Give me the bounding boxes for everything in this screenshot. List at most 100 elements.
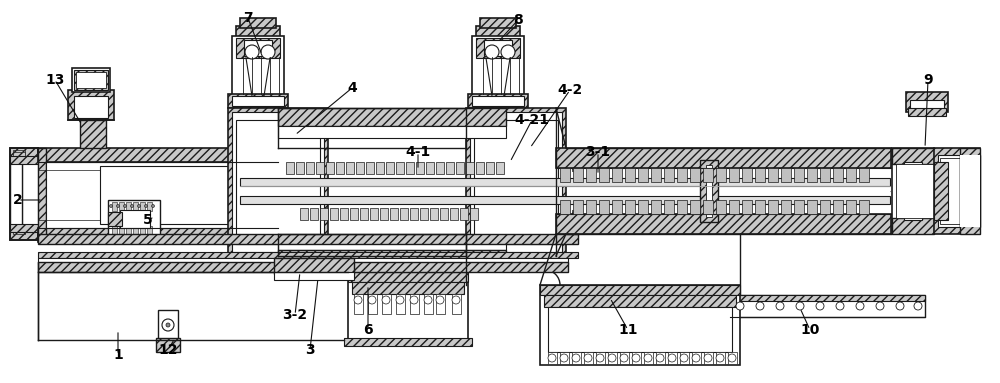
Bar (10, 156, 38, 164)
Bar (370, 208, 378, 220)
Bar (340, 208, 348, 220)
Bar (430, 208, 438, 220)
Bar (700, 160, 718, 222)
Bar (742, 200, 752, 214)
Bar (716, 352, 725, 364)
Bar (380, 208, 388, 220)
Bar (960, 148, 980, 234)
Text: 4: 4 (347, 81, 357, 95)
Bar (158, 310, 178, 340)
Bar (572, 352, 581, 364)
Bar (730, 295, 925, 317)
Bar (274, 258, 354, 274)
Bar (540, 285, 740, 295)
Bar (846, 168, 856, 182)
Bar (420, 208, 428, 220)
Text: 3-2: 3-2 (282, 308, 308, 322)
Bar (599, 200, 609, 214)
Bar (846, 200, 856, 214)
Circle shape (816, 302, 824, 310)
Bar (400, 208, 408, 220)
Bar (436, 162, 444, 174)
Bar (72, 68, 110, 92)
Text: 1: 1 (113, 348, 123, 362)
Bar (112, 202, 117, 211)
Bar (396, 162, 404, 174)
Bar (644, 352, 653, 364)
Bar (38, 228, 278, 242)
Bar (232, 96, 284, 106)
Circle shape (436, 296, 444, 304)
Text: 10: 10 (800, 323, 820, 337)
Bar (76, 72, 106, 88)
Circle shape (382, 296, 390, 304)
Bar (573, 168, 583, 182)
Bar (336, 162, 344, 174)
Bar (450, 208, 458, 220)
Circle shape (756, 302, 764, 310)
Bar (348, 272, 468, 340)
Text: 13: 13 (45, 73, 65, 87)
Bar (382, 294, 391, 314)
Bar (664, 200, 674, 214)
Circle shape (914, 302, 922, 310)
Bar (147, 202, 152, 211)
Bar (10, 160, 22, 228)
Bar (692, 352, 701, 364)
Bar (892, 148, 934, 234)
Bar (300, 208, 308, 220)
Bar (390, 208, 398, 220)
Bar (424, 294, 433, 314)
Bar (426, 162, 434, 174)
Bar (244, 40, 272, 56)
Bar (119, 202, 124, 211)
Bar (656, 352, 665, 364)
Bar (677, 200, 687, 214)
Bar (677, 168, 687, 182)
Bar (46, 162, 278, 228)
Bar (904, 162, 922, 220)
Bar (794, 168, 804, 182)
Circle shape (692, 354, 700, 362)
Bar (38, 258, 568, 264)
Bar (416, 162, 424, 174)
Circle shape (584, 354, 592, 362)
Bar (664, 168, 674, 182)
Circle shape (608, 354, 616, 362)
Bar (344, 338, 472, 346)
Bar (820, 200, 830, 214)
Bar (228, 94, 288, 108)
Bar (468, 94, 528, 108)
Bar (608, 352, 617, 364)
Bar (476, 26, 520, 38)
Circle shape (130, 205, 134, 208)
Bar (833, 200, 843, 214)
Bar (133, 226, 138, 235)
Bar (10, 148, 38, 240)
Bar (460, 208, 468, 220)
Bar (80, 120, 106, 148)
Bar (586, 168, 596, 182)
Circle shape (116, 205, 120, 208)
Bar (910, 100, 944, 114)
Bar (892, 218, 934, 234)
Bar (960, 155, 980, 227)
Circle shape (152, 205, 154, 208)
Bar (560, 352, 569, 364)
Bar (620, 352, 629, 364)
Circle shape (736, 302, 744, 310)
Bar (446, 162, 454, 174)
Bar (472, 96, 524, 106)
Circle shape (162, 319, 174, 331)
Circle shape (620, 354, 628, 362)
Bar (316, 162, 324, 174)
Bar (278, 250, 506, 266)
Bar (548, 307, 732, 352)
Bar (126, 226, 131, 235)
Circle shape (548, 354, 556, 362)
Bar (38, 148, 46, 242)
Text: 3: 3 (305, 343, 315, 357)
Bar (250, 181, 890, 201)
Bar (940, 158, 974, 224)
Bar (586, 200, 596, 214)
